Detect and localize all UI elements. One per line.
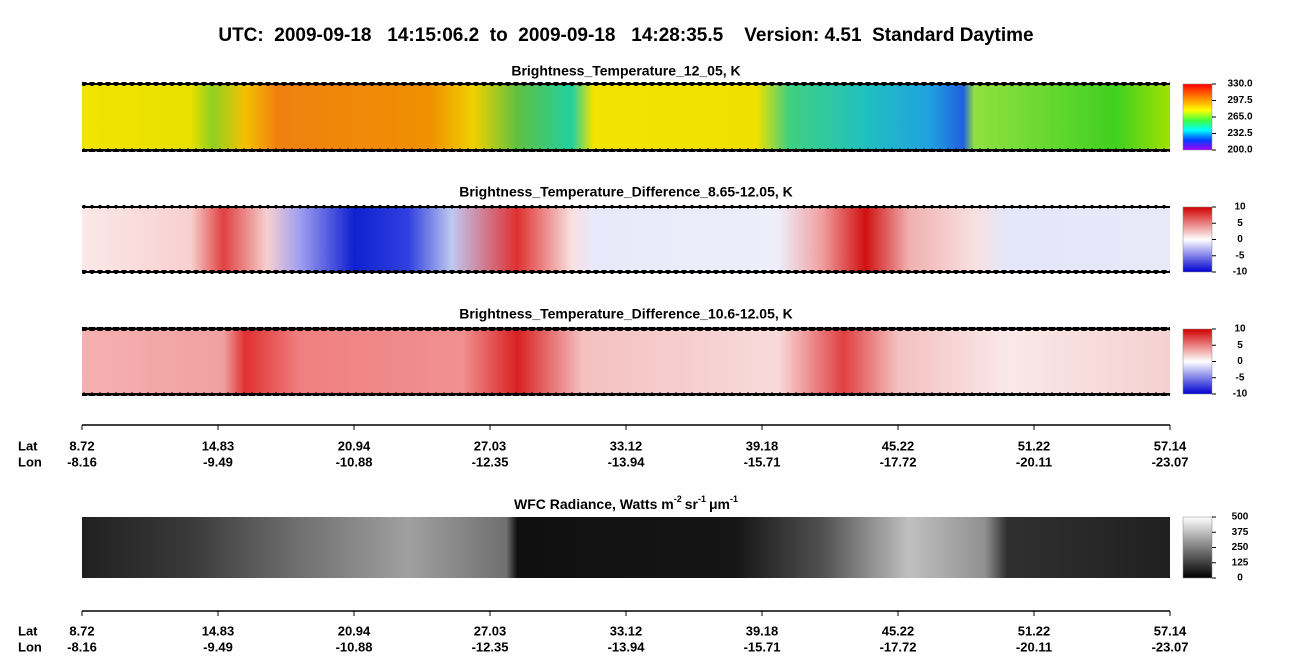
superscript: -1 — [698, 494, 706, 504]
lat-value: 14.83 — [202, 623, 235, 638]
colorbar-label: 265.0 — [1227, 112, 1252, 123]
lat-value: 8.72 — [69, 438, 94, 453]
lat-value: 51.22 — [1018, 438, 1051, 453]
lat-value: 51.22 — [1018, 623, 1051, 638]
lat-value: 39.18 — [746, 438, 779, 453]
lat-label: Lat — [18, 438, 38, 453]
title-part: sr — [685, 496, 699, 512]
lon-value: -10.88 — [336, 639, 373, 654]
lat-value: 20.94 — [338, 623, 371, 638]
image-strip — [82, 517, 1170, 578]
lon-value: -17.72 — [880, 639, 917, 654]
panel-title: Brightness_Temperature_Difference_10.6-1… — [459, 306, 793, 322]
colorbar-label: 125 — [1232, 557, 1249, 568]
image-strip — [82, 329, 1170, 394]
lat-value: 39.18 — [746, 623, 779, 638]
colorbar — [1182, 516, 1213, 579]
colorbar-label: 0 — [1237, 573, 1243, 584]
lon-value: -13.94 — [608, 454, 646, 469]
lon-value: -13.94 — [608, 639, 646, 654]
lon-value: -12.35 — [472, 454, 509, 469]
colorbar-label: 0 — [1237, 356, 1243, 367]
lat-value: 20.94 — [338, 438, 371, 453]
colorbar-label: 5 — [1237, 218, 1243, 229]
colorbar-label: 250 — [1232, 542, 1249, 553]
title: UTC: 2009-09-18 14:15:06.2 to 2009-09-18… — [218, 25, 1033, 46]
image-strip — [82, 84, 1170, 150]
lon-value: -15.71 — [744, 454, 781, 469]
colorbar-label: 5 — [1237, 340, 1243, 351]
lon-value: -9.49 — [203, 454, 233, 469]
colorbar-label: -10 — [1233, 267, 1248, 278]
lon-label: Lon — [18, 639, 42, 654]
panel-title: Brightness_Temperature_12_05, K — [511, 63, 740, 79]
colorbar-label: 10 — [1234, 324, 1246, 335]
colorbar-label: 232.5 — [1227, 128, 1252, 139]
colorbar-label: 297.5 — [1227, 95, 1252, 106]
superscript: -2 — [674, 494, 682, 504]
lon-value: -20.11 — [1016, 454, 1052, 469]
lat-value: 27.03 — [474, 438, 507, 453]
superscript: -1 — [730, 494, 738, 504]
lat-value: 27.03 — [474, 623, 507, 638]
colorbar-label: 500 — [1232, 512, 1249, 523]
lon-value: -12.35 — [472, 639, 509, 654]
colorbar — [1182, 83, 1213, 151]
colorbar-label: 375 — [1232, 527, 1249, 538]
lon-label: Lon — [18, 454, 42, 469]
colorbar — [1182, 206, 1213, 273]
lon-value: -10.88 — [336, 454, 373, 469]
title-part: μm — [709, 496, 730, 512]
lat-value: 45.22 — [882, 438, 915, 453]
lon-value: -17.72 — [880, 454, 917, 469]
colorbar-label: -5 — [1236, 372, 1245, 383]
lat-value: 33.12 — [610, 438, 643, 453]
lon-value: -9.49 — [203, 639, 233, 654]
lon-value: -23.07 — [1152, 639, 1189, 654]
lat-value: 57.14 — [1154, 623, 1187, 638]
colorbar-label: 10 — [1234, 202, 1246, 213]
lat-label: Lat — [18, 623, 38, 638]
lat-value: 14.83 — [202, 438, 235, 453]
lon-value: -23.07 — [1152, 454, 1189, 469]
title-part: WFC Radiance, Watts m — [514, 496, 674, 512]
panel-title: WFC Radiance, Watts m-2 sr-1 μm-1 — [514, 494, 738, 511]
colorbar-label: -5 — [1236, 250, 1245, 261]
lon-value: -15.71 — [744, 639, 781, 654]
panel-title: Brightness_Temperature_Difference_8.65-1… — [459, 184, 793, 200]
lon-value: -8.16 — [67, 454, 97, 469]
lon-value: -20.11 — [1016, 639, 1052, 654]
lon-value: -8.16 — [67, 639, 97, 654]
colorbar-label: 0 — [1237, 234, 1243, 245]
image-strip — [82, 207, 1170, 272]
colorbar-label: 330.0 — [1227, 79, 1252, 90]
lat-value: 33.12 — [610, 623, 643, 638]
colorbar-label: -10 — [1233, 389, 1248, 400]
lat-value: 45.22 — [882, 623, 915, 638]
lat-value: 8.72 — [69, 623, 94, 638]
colorbar — [1182, 328, 1213, 395]
lat-value: 57.14 — [1154, 438, 1187, 453]
colorbar-label: 200.0 — [1227, 145, 1252, 156]
